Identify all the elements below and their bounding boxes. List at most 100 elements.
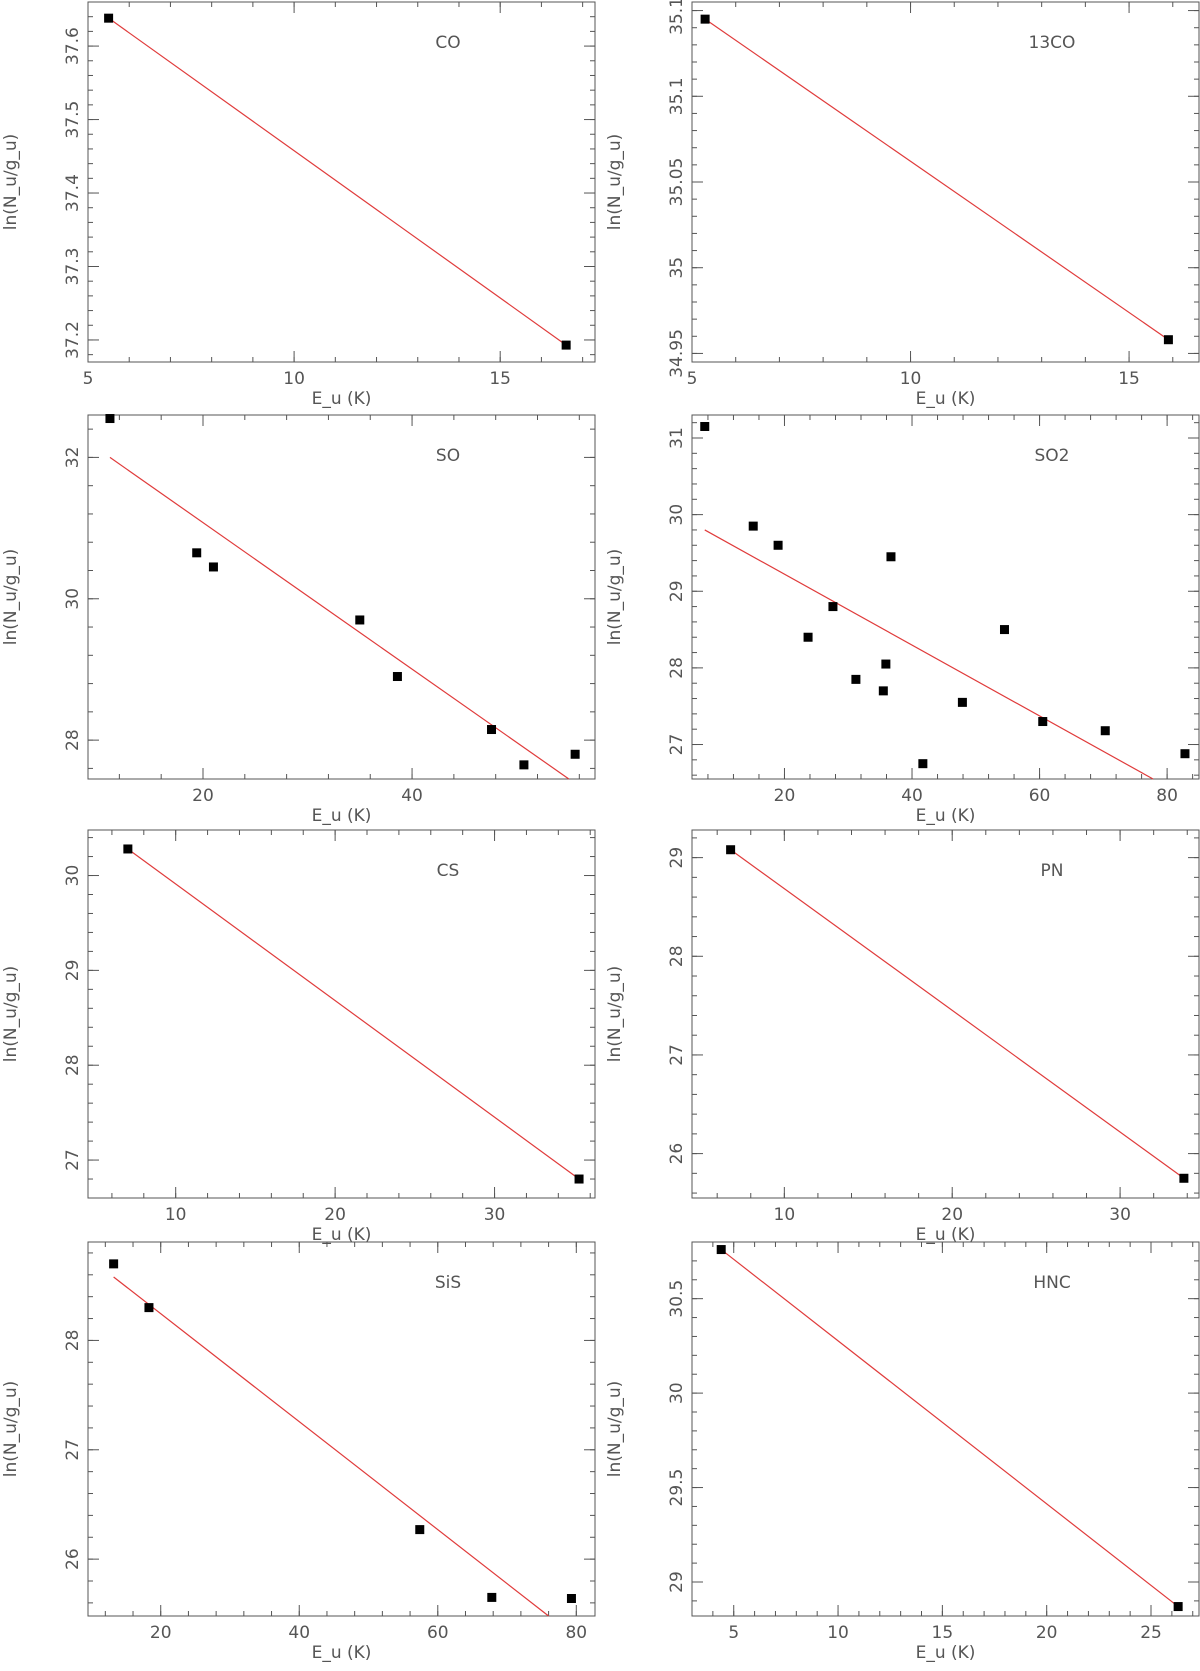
x-axis-label: E_u (K) [312, 389, 372, 409]
y-tick-label: 29.5 [667, 1469, 687, 1507]
plot-frame [87, 414, 596, 780]
x-tick-label: 20 [324, 1205, 346, 1225]
x-tick-label: 15 [932, 1623, 954, 1643]
panel-13co: 5 10 15 34.95 35 35.05 35.1 35.15 E_u (K) ln(N_u/… [605, 0, 1200, 409]
data-point [881, 659, 891, 669]
data-point [1180, 749, 1190, 759]
fit-line [730, 849, 1185, 1179]
panel-co: 5 10 15 37.2 37.3 37.4 37.5 37.6 E_u (K) ln(N_u/g… [1, 1, 596, 409]
data-point [773, 540, 783, 550]
data-point [1179, 1173, 1189, 1183]
x-tick-label: 5 [687, 369, 698, 389]
data-point [851, 674, 861, 684]
x-tick-label: 10 [774, 1205, 796, 1225]
panel-title: PN [1041, 861, 1064, 881]
data-point [957, 697, 967, 707]
data-point [1100, 726, 1110, 736]
x-tick-label: 60 [427, 1623, 449, 1643]
data-point [999, 625, 1009, 635]
y-tick-label: 37.3 [63, 248, 83, 286]
fit-line [109, 456, 570, 780]
data-point [886, 552, 896, 562]
x-tick-label: 30 [1109, 1205, 1131, 1225]
y-tick-label: 28 [63, 1054, 83, 1076]
plot-frame [87, 829, 596, 1199]
x-tick-label: 15 [1118, 369, 1140, 389]
data-point [700, 14, 710, 24]
data-point [105, 414, 115, 424]
y-tick-label: 30 [667, 1382, 687, 1404]
fit-line [704, 18, 1169, 341]
data-point [574, 1174, 584, 1184]
y-tick-label: 30.5 [667, 1280, 687, 1318]
data-point [355, 615, 365, 625]
y-tick-label: 35.05 [667, 158, 687, 207]
y-tick-label: 27 [667, 734, 687, 756]
data-point [487, 725, 497, 735]
y-tick-label: 35.15 [667, 0, 687, 35]
x-axis-label: E_u (K) [312, 806, 372, 826]
y-tick-label: 31 [667, 427, 687, 449]
x-tick-label: 40 [288, 1623, 310, 1643]
y-tick-label: 37.2 [63, 321, 83, 359]
x-tick-label: 20 [774, 786, 796, 806]
data-point [415, 1525, 425, 1535]
y-tick-label: 37.4 [63, 174, 83, 212]
data-point [392, 672, 402, 682]
data-point [570, 749, 580, 759]
y-axis-label: ln(N_u/g_u) [605, 549, 625, 646]
x-tick-label: 20 [192, 786, 214, 806]
x-tick-label: 20 [1036, 1623, 1058, 1643]
plot-frame [691, 1241, 1200, 1617]
panel-title: 13CO [1029, 33, 1076, 53]
data-point [803, 632, 813, 642]
y-axis-label: ln(N_u/g_u) [1, 549, 21, 646]
data-point [123, 844, 133, 854]
y-tick-label: 37.5 [63, 101, 83, 139]
y-tick-label: 30 [63, 588, 83, 610]
y-tick-label: 30 [63, 865, 83, 887]
x-tick-label: 25 [1140, 1623, 1162, 1643]
x-axis-label: E_u (K) [312, 1225, 372, 1245]
y-axis-label: ln(N_u/g_u) [1, 966, 21, 1063]
data-point [208, 562, 218, 572]
data-point [561, 340, 571, 350]
x-axis-label: E_u (K) [916, 389, 976, 409]
y-tick-label: 29 [667, 847, 687, 869]
fit-line [127, 848, 580, 1180]
x-tick-label: 30 [484, 1205, 506, 1225]
panel-title: CO [435, 33, 460, 53]
y-axis-label: ln(N_u/g_u) [1, 134, 21, 231]
data-point [1173, 1602, 1183, 1612]
y-tick-label: 29 [667, 580, 687, 602]
panel-hnc: 5 10 15 20 25 29 29.5 30 30.5 E_u (K) ln(N_u/g_u) H… [605, 1241, 1200, 1663]
data-point [109, 1259, 119, 1269]
plot-frame [691, 829, 1200, 1199]
data-point [566, 1594, 576, 1604]
x-tick-label: 60 [1029, 786, 1051, 806]
y-tick-label: 34.95 [667, 329, 687, 378]
data-point [726, 845, 736, 855]
panel-so: 20 40 28 30 32 E_u (K) ln(N_u/g_u) SO [1, 414, 596, 826]
y-tick-label: 27 [63, 1149, 83, 1171]
x-tick-label: 40 [901, 786, 923, 806]
y-tick-label: 29 [667, 1571, 687, 1593]
plot-frame [87, 1, 596, 363]
x-tick-label: 5 [83, 369, 94, 389]
y-tick-label: 29 [63, 960, 83, 982]
x-tick-label: 10 [165, 1205, 187, 1225]
panel-title: SO2 [1035, 446, 1070, 466]
y-axis-label: ln(N_u/g_u) [605, 134, 625, 231]
data-point [1163, 335, 1173, 345]
data-point [144, 1303, 154, 1313]
x-tick-label: 80 [1156, 786, 1178, 806]
x-axis-label: E_u (K) [916, 806, 976, 826]
data-point [716, 1245, 726, 1255]
panel-sis: 20 40 60 80 26 27 28 E_u (K) ln(N_u/g_u) SiS [1, 1241, 596, 1663]
x-tick-label: 20 [941, 1205, 963, 1225]
y-tick-label: 32 [63, 447, 83, 469]
data-point [487, 1592, 497, 1602]
panel-title: SiS [435, 1273, 461, 1293]
x-axis-label: E_u (K) [916, 1643, 976, 1663]
